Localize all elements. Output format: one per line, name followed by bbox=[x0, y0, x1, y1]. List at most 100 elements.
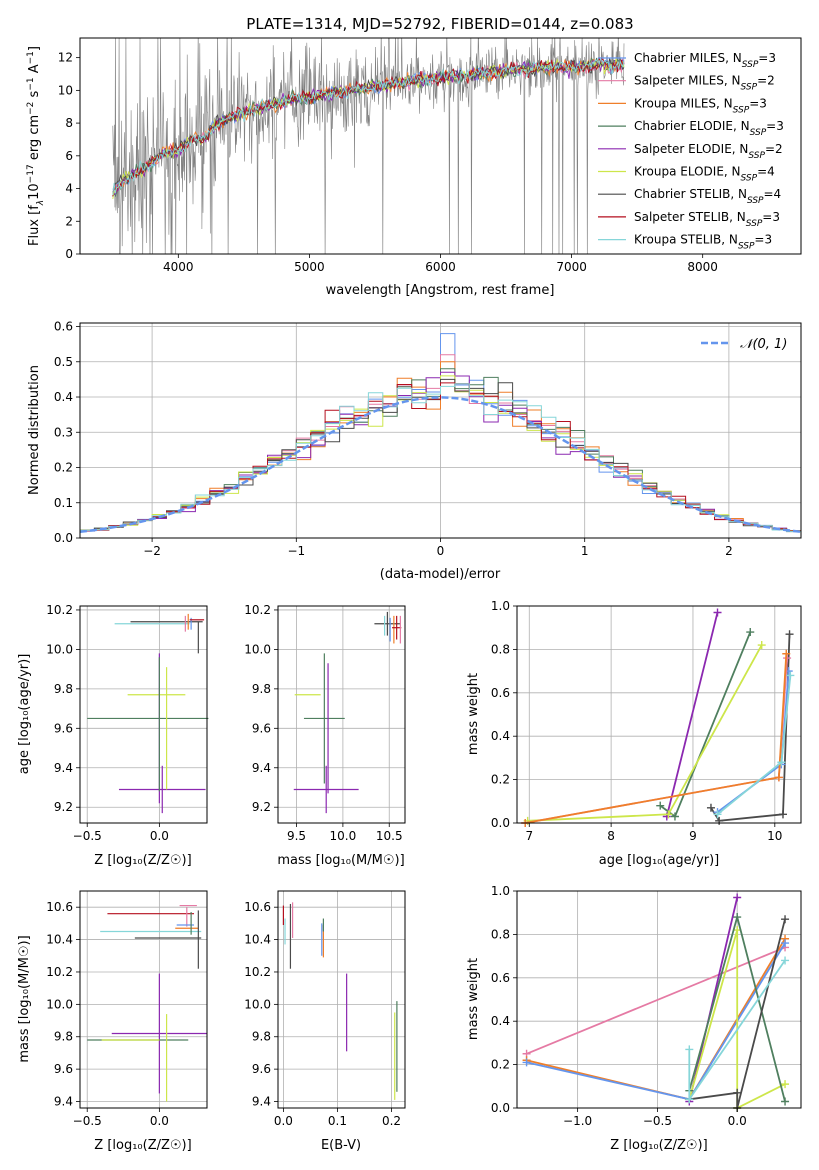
legend-entry: Kroupa STELIB, NSSP=3 bbox=[598, 233, 772, 252]
y-tick-label: 0.6 bbox=[54, 320, 73, 334]
legend-label-sub: SSP bbox=[741, 174, 758, 184]
spectrum-legend: Chabrier MILES, NSSP=3 Salpeter MILES, NS… bbox=[598, 51, 784, 252]
y-tick-label: 9.2 bbox=[252, 800, 271, 814]
y-tick-label: 10.4 bbox=[46, 933, 73, 947]
weight-marker bbox=[746, 628, 755, 637]
weight-marker bbox=[781, 1080, 790, 1089]
age-weight-y-label: mass weight bbox=[466, 673, 481, 755]
y-tick-label: 0.6 bbox=[491, 686, 510, 700]
legend-label: Salpeter ELODIE, NSSP=2 bbox=[634, 142, 783, 161]
x-tick-label: 5000 bbox=[294, 260, 325, 274]
y-tick-label: 9.4 bbox=[252, 761, 271, 775]
y-tick-label: 0.4 bbox=[491, 1014, 510, 1028]
ebv-mass-grid bbox=[278, 891, 405, 1108]
mass-age-axes: 9.5 10.0 10.5 9.2 9.4 9.6 9.8 10.0 10.2 bbox=[244, 603, 402, 843]
y-tick-label: 9.8 bbox=[54, 1030, 73, 1044]
weight-marker bbox=[656, 801, 665, 810]
legend-entry: Salpeter MILES, NSSP=2 bbox=[598, 74, 775, 93]
x-tick-label: −1 bbox=[287, 544, 305, 558]
x-tick-label: −2 bbox=[143, 544, 161, 558]
spectrum-y-label: Flux [fλ10−17 erg cm−2 s−1 A−1] bbox=[26, 46, 46, 246]
weight-series-line bbox=[689, 918, 786, 1109]
weight-series bbox=[713, 671, 795, 819]
legend-label-sub: SSP bbox=[750, 128, 767, 138]
errorbar-point bbox=[118, 765, 206, 814]
y-tick-label: 10.6 bbox=[244, 900, 271, 914]
legend-label-suffix: =3 bbox=[762, 210, 780, 224]
y-tick-label: 6 bbox=[65, 149, 73, 163]
weight-series bbox=[521, 649, 791, 827]
ebv-mass-frame bbox=[277, 890, 406, 1109]
y-label-part: −2 bbox=[26, 102, 36, 115]
y-tick-label: 10.0 bbox=[244, 997, 271, 1011]
residuals-histograms bbox=[79, 333, 802, 534]
legend-label-suffix: =3 bbox=[754, 233, 772, 247]
y-tick-label: 0.1 bbox=[54, 496, 73, 510]
mass-age-panel: 9.5 10.0 10.5 9.2 9.4 9.6 9.8 10.0 10.2 mass [lo… bbox=[244, 603, 406, 868]
weight-marker bbox=[733, 1088, 742, 1097]
weight-marker bbox=[781, 915, 790, 924]
weight-marker bbox=[685, 1095, 694, 1104]
y-label-part: λ bbox=[36, 200, 46, 206]
weight-series-line bbox=[710, 634, 791, 822]
weight-series bbox=[685, 956, 790, 1104]
y-label-part: −1 bbox=[26, 51, 36, 64]
errorbar-point bbox=[374, 611, 401, 636]
z-age-errorbars bbox=[87, 613, 209, 814]
legend-label: Kroupa STELIB, NSSP=3 bbox=[634, 233, 772, 252]
age-weight-grid bbox=[517, 605, 801, 824]
y-tick-label: 0.8 bbox=[491, 927, 510, 941]
y-tick-label: 9.6 bbox=[252, 721, 271, 735]
legend-label-suffix: =2 bbox=[765, 142, 783, 156]
x-tick-label: 0.0 bbox=[728, 1114, 747, 1128]
residuals-x-label: (data-model)/error bbox=[380, 567, 501, 582]
y-tick-label: 12 bbox=[58, 51, 73, 65]
z-mass-x-label: Z [log₁₀(Z/Z☉)] bbox=[94, 1138, 191, 1153]
legend-label-sub: SSP bbox=[741, 83, 758, 93]
weight-series bbox=[706, 630, 794, 825]
y-tick-label: 10.0 bbox=[244, 642, 271, 656]
y-tick-label: 9.6 bbox=[54, 1062, 73, 1076]
z-age-y-label: age [log₁₀(age/yr)] bbox=[17, 654, 32, 775]
age-weight-x-label: age [log₁₀(age/yr)] bbox=[599, 853, 720, 868]
x-tick-label: −0.5 bbox=[73, 829, 102, 843]
legend-label-sub: SSP bbox=[742, 60, 759, 70]
residuals-panel: −2 −1 0 1 2 0.0 0.1 0.2 0.3 0.4 0.5 0.6 (data-model… bbox=[27, 320, 802, 582]
y-label-part: Flux [f bbox=[27, 205, 42, 246]
weight-marker bbox=[781, 956, 790, 965]
y-label-part: −17 bbox=[26, 164, 36, 183]
x-tick-label: 9 bbox=[689, 829, 697, 843]
weight-marker bbox=[664, 810, 673, 819]
x-tick-label: −1.0 bbox=[563, 1114, 592, 1128]
spectrum-title: PLATE=1314, MJD=52792, FIBERID=0144, z=0… bbox=[246, 15, 633, 33]
weight-marker bbox=[715, 816, 724, 825]
residual-histogram bbox=[80, 383, 801, 532]
weight-series-line bbox=[665, 612, 719, 817]
legend-label-sub: SSP bbox=[746, 219, 763, 229]
legend-label-text: Kroupa STELIB, N bbox=[634, 233, 738, 247]
legend-label: Salpeter STELIB, NSSP=3 bbox=[634, 210, 780, 229]
weight-series-line bbox=[525, 653, 788, 824]
mass-age-frame bbox=[277, 605, 406, 824]
z-age-panel: −0.5 0.0 9.2 9.4 9.6 9.8 10.0 10.2 Z [log₁₀(Z/Z… bbox=[17, 603, 209, 868]
weight-marker bbox=[685, 1045, 694, 1054]
weight-series bbox=[685, 926, 790, 1112]
x-tick-label: 10.0 bbox=[330, 829, 357, 843]
y-tick-label: 2 bbox=[65, 214, 73, 228]
weight-marker bbox=[670, 812, 679, 821]
legend-label: Chabrier STELIB, NSSP=4 bbox=[634, 187, 781, 206]
weight-series bbox=[656, 628, 755, 821]
legend-label: Chabrier MILES, NSSP=3 bbox=[634, 51, 776, 70]
legend-entry: Kroupa MILES, NSSP=3 bbox=[598, 96, 767, 115]
x-tick-label: 0.1 bbox=[328, 1114, 347, 1128]
ebv-mass-axes: 0.0 0.1 0.2 9.4 9.6 9.8 10.0 10.2 10.4 10.6 bbox=[244, 900, 401, 1128]
errorbar-point bbox=[303, 653, 345, 784]
legend-label: Kroupa MILES, NSSP=3 bbox=[634, 96, 767, 115]
z-age-axes: −0.5 0.0 9.2 9.4 9.6 9.8 10.0 10.2 bbox=[46, 603, 169, 843]
weight-marker bbox=[777, 758, 786, 767]
z-mass-frame bbox=[79, 890, 208, 1109]
y-label-part: A bbox=[27, 64, 42, 77]
y-tick-label: 10.4 bbox=[244, 933, 271, 947]
weight-marker bbox=[781, 1097, 790, 1106]
